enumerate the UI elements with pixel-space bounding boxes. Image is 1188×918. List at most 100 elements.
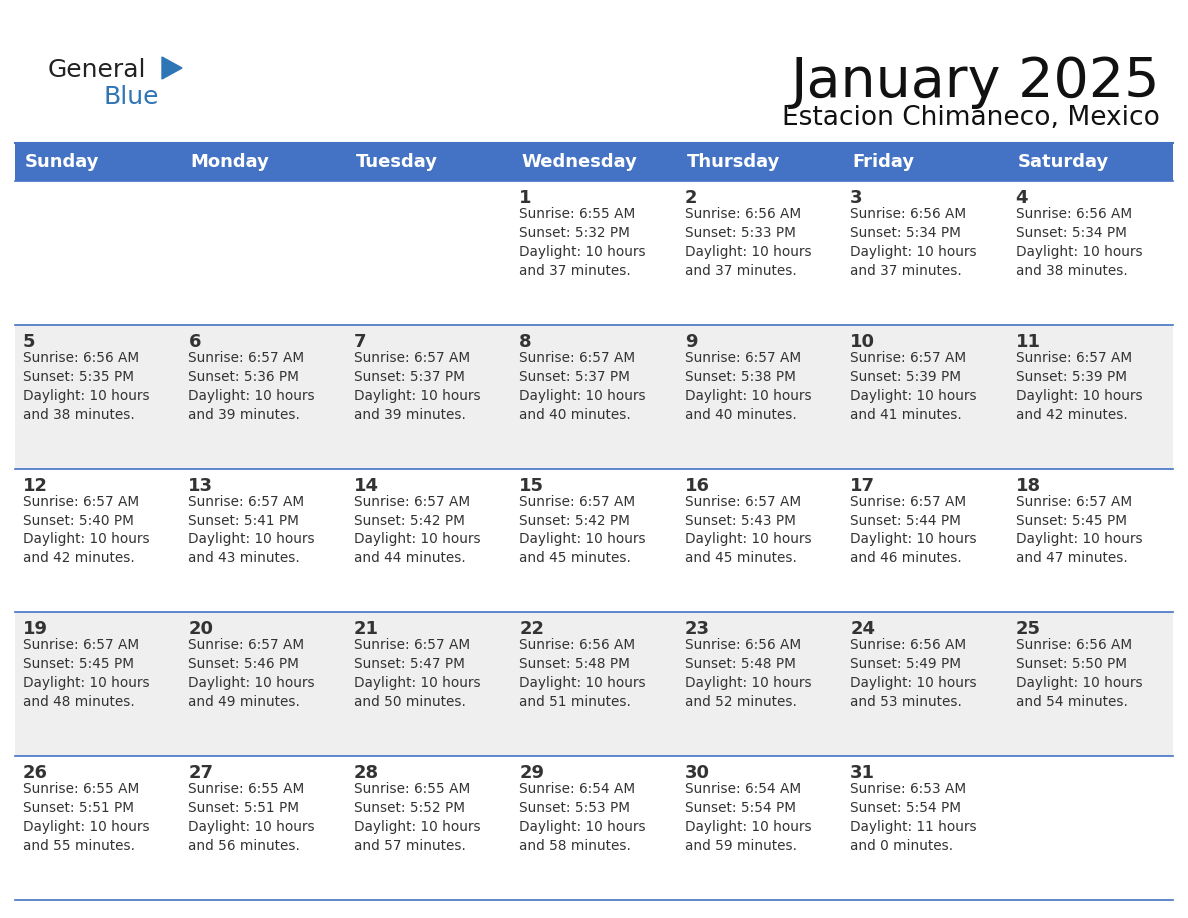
Text: 10: 10 [851, 333, 876, 351]
Text: 20: 20 [189, 621, 214, 638]
Text: 30: 30 [684, 764, 709, 782]
Bar [1007, 612, 1173, 756]
Text: 6: 6 [189, 333, 201, 351]
Text: Thursday: Thursday [687, 153, 781, 171]
Bar [346, 468, 511, 612]
Bar [181, 143, 346, 181]
Bar [1007, 756, 1173, 900]
Bar [346, 325, 511, 468]
Text: 14: 14 [354, 476, 379, 495]
Text: Sunrise: 6:57 AM
Sunset: 5:39 PM
Daylight: 10 hours
and 42 minutes.: Sunrise: 6:57 AM Sunset: 5:39 PM Dayligh… [1016, 351, 1142, 421]
Bar [842, 468, 1007, 612]
Text: 25: 25 [1016, 621, 1041, 638]
Bar [346, 181, 511, 325]
Text: Sunday: Sunday [25, 153, 100, 171]
Text: Tuesday: Tuesday [356, 153, 438, 171]
Bar [511, 143, 677, 181]
Text: Sunrise: 6:56 AM
Sunset: 5:48 PM
Daylight: 10 hours
and 51 minutes.: Sunrise: 6:56 AM Sunset: 5:48 PM Dayligh… [519, 638, 646, 710]
Text: 5: 5 [23, 333, 36, 351]
Bar [511, 468, 677, 612]
Bar [1007, 143, 1173, 181]
Text: Blue: Blue [103, 85, 158, 109]
Bar [677, 143, 842, 181]
Text: General: General [48, 58, 146, 82]
Text: Sunrise: 6:57 AM
Sunset: 5:37 PM
Daylight: 10 hours
and 40 minutes.: Sunrise: 6:57 AM Sunset: 5:37 PM Dayligh… [519, 351, 646, 421]
Bar [842, 325, 1007, 468]
Text: Sunrise: 6:56 AM
Sunset: 5:34 PM
Daylight: 10 hours
and 38 minutes.: Sunrise: 6:56 AM Sunset: 5:34 PM Dayligh… [1016, 207, 1142, 278]
Bar [842, 756, 1007, 900]
Bar [181, 612, 346, 756]
Text: Estacion Chimaneco, Mexico: Estacion Chimaneco, Mexico [782, 105, 1159, 131]
Text: 13: 13 [189, 476, 214, 495]
Bar [511, 756, 677, 900]
Text: Sunrise: 6:57 AM
Sunset: 5:47 PM
Daylight: 10 hours
and 50 minutes.: Sunrise: 6:57 AM Sunset: 5:47 PM Dayligh… [354, 638, 480, 710]
Text: Sunrise: 6:54 AM
Sunset: 5:53 PM
Daylight: 10 hours
and 58 minutes.: Sunrise: 6:54 AM Sunset: 5:53 PM Dayligh… [519, 782, 646, 853]
Text: 24: 24 [851, 621, 876, 638]
Text: 19: 19 [23, 621, 48, 638]
Bar [677, 468, 842, 612]
Text: Friday: Friday [852, 153, 915, 171]
Text: Sunrise: 6:56 AM
Sunset: 5:34 PM
Daylight: 10 hours
and 37 minutes.: Sunrise: 6:56 AM Sunset: 5:34 PM Dayligh… [851, 207, 977, 278]
Bar [842, 181, 1007, 325]
Bar [677, 325, 842, 468]
Text: 15: 15 [519, 476, 544, 495]
Text: Sunrise: 6:56 AM
Sunset: 5:50 PM
Daylight: 10 hours
and 54 minutes.: Sunrise: 6:56 AM Sunset: 5:50 PM Dayligh… [1016, 638, 1142, 710]
Text: Sunrise: 6:57 AM
Sunset: 5:40 PM
Daylight: 10 hours
and 42 minutes.: Sunrise: 6:57 AM Sunset: 5:40 PM Dayligh… [23, 495, 150, 565]
Text: 18: 18 [1016, 476, 1041, 495]
Text: 2: 2 [684, 189, 697, 207]
Text: 4: 4 [1016, 189, 1028, 207]
Text: 26: 26 [23, 764, 48, 782]
Bar [1007, 181, 1173, 325]
Text: Sunrise: 6:53 AM
Sunset: 5:54 PM
Daylight: 11 hours
and 0 minutes.: Sunrise: 6:53 AM Sunset: 5:54 PM Dayligh… [851, 782, 977, 853]
Text: 17: 17 [851, 476, 876, 495]
Polygon shape [162, 57, 182, 79]
Text: 21: 21 [354, 621, 379, 638]
Text: Sunrise: 6:57 AM
Sunset: 5:39 PM
Daylight: 10 hours
and 41 minutes.: Sunrise: 6:57 AM Sunset: 5:39 PM Dayligh… [851, 351, 977, 421]
Text: 12: 12 [23, 476, 48, 495]
Text: Sunrise: 6:57 AM
Sunset: 5:42 PM
Daylight: 10 hours
and 45 minutes.: Sunrise: 6:57 AM Sunset: 5:42 PM Dayligh… [519, 495, 646, 565]
Text: Wednesday: Wednesday [522, 153, 637, 171]
Text: 1: 1 [519, 189, 532, 207]
Text: Sunrise: 6:55 AM
Sunset: 5:52 PM
Daylight: 10 hours
and 57 minutes.: Sunrise: 6:55 AM Sunset: 5:52 PM Dayligh… [354, 782, 480, 853]
Bar [15, 612, 181, 756]
Bar [677, 612, 842, 756]
Text: 23: 23 [684, 621, 709, 638]
Text: 31: 31 [851, 764, 876, 782]
Bar [1007, 325, 1173, 468]
Bar [181, 181, 346, 325]
Text: Sunrise: 6:56 AM
Sunset: 5:48 PM
Daylight: 10 hours
and 52 minutes.: Sunrise: 6:56 AM Sunset: 5:48 PM Dayligh… [684, 638, 811, 710]
Text: 3: 3 [851, 189, 862, 207]
Bar [511, 612, 677, 756]
Text: Sunrise: 6:57 AM
Sunset: 5:36 PM
Daylight: 10 hours
and 39 minutes.: Sunrise: 6:57 AM Sunset: 5:36 PM Dayligh… [189, 351, 315, 421]
Bar [181, 468, 346, 612]
Text: Sunrise: 6:57 AM
Sunset: 5:46 PM
Daylight: 10 hours
and 49 minutes.: Sunrise: 6:57 AM Sunset: 5:46 PM Dayligh… [189, 638, 315, 710]
Text: Sunrise: 6:56 AM
Sunset: 5:35 PM
Daylight: 10 hours
and 38 minutes.: Sunrise: 6:56 AM Sunset: 5:35 PM Dayligh… [23, 351, 150, 421]
Text: Sunrise: 6:57 AM
Sunset: 5:43 PM
Daylight: 10 hours
and 45 minutes.: Sunrise: 6:57 AM Sunset: 5:43 PM Dayligh… [684, 495, 811, 565]
Text: 29: 29 [519, 764, 544, 782]
Text: Sunrise: 6:57 AM
Sunset: 5:45 PM
Daylight: 10 hours
and 48 minutes.: Sunrise: 6:57 AM Sunset: 5:45 PM Dayligh… [23, 638, 150, 710]
Bar [15, 756, 181, 900]
Bar [346, 612, 511, 756]
Bar [181, 325, 346, 468]
Bar [677, 181, 842, 325]
Bar [181, 756, 346, 900]
Text: Sunrise: 6:57 AM
Sunset: 5:37 PM
Daylight: 10 hours
and 39 minutes.: Sunrise: 6:57 AM Sunset: 5:37 PM Dayligh… [354, 351, 480, 421]
Bar [15, 468, 181, 612]
Text: 8: 8 [519, 333, 532, 351]
Text: 7: 7 [354, 333, 366, 351]
Text: Sunrise: 6:57 AM
Sunset: 5:42 PM
Daylight: 10 hours
and 44 minutes.: Sunrise: 6:57 AM Sunset: 5:42 PM Dayligh… [354, 495, 480, 565]
Text: January 2025: January 2025 [790, 55, 1159, 109]
Bar [346, 756, 511, 900]
Bar [15, 325, 181, 468]
Bar [1007, 468, 1173, 612]
Text: Saturday: Saturday [1018, 153, 1108, 171]
Text: Sunrise: 6:57 AM
Sunset: 5:38 PM
Daylight: 10 hours
and 40 minutes.: Sunrise: 6:57 AM Sunset: 5:38 PM Dayligh… [684, 351, 811, 421]
Bar [511, 181, 677, 325]
Text: Sunrise: 6:55 AM
Sunset: 5:51 PM
Daylight: 10 hours
and 55 minutes.: Sunrise: 6:55 AM Sunset: 5:51 PM Dayligh… [23, 782, 150, 853]
Bar [842, 143, 1007, 181]
Text: Sunrise: 6:56 AM
Sunset: 5:33 PM
Daylight: 10 hours
and 37 minutes.: Sunrise: 6:56 AM Sunset: 5:33 PM Dayligh… [684, 207, 811, 278]
Text: 22: 22 [519, 621, 544, 638]
Bar [677, 756, 842, 900]
Text: Monday: Monday [190, 153, 270, 171]
Text: 11: 11 [1016, 333, 1041, 351]
